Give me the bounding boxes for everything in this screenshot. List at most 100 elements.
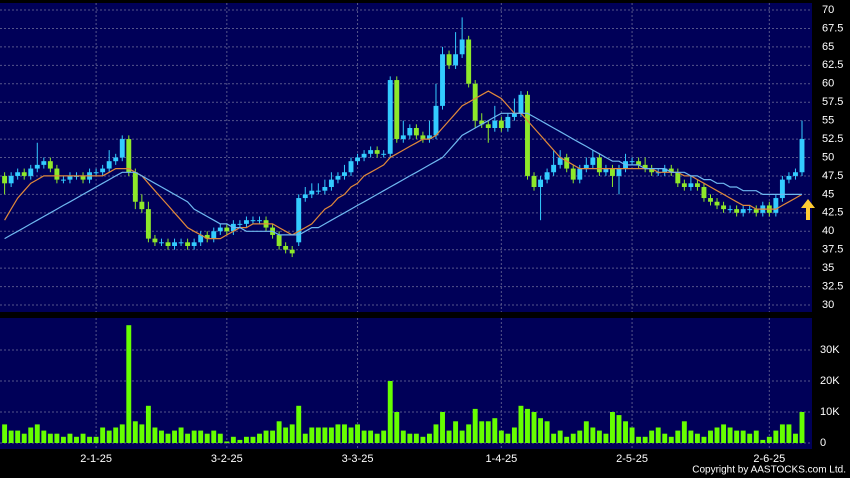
candle-body <box>511 113 517 117</box>
y-tick-label: 32.5 <box>822 280 843 292</box>
candle-body <box>649 168 655 173</box>
y-tick-label: 30K <box>820 344 840 356</box>
candle-body <box>257 220 262 222</box>
volume-bar <box>263 430 269 443</box>
candle-body <box>80 175 86 180</box>
candle-body <box>773 198 779 213</box>
volume-bar <box>610 412 615 443</box>
candle-body <box>165 242 171 246</box>
y-tick-label: 60 <box>822 78 834 90</box>
candle-body <box>779 179 785 199</box>
candle-body <box>119 139 125 158</box>
volume-bar <box>721 424 727 443</box>
ma-line <box>4 112 802 240</box>
volume-bar <box>309 427 315 443</box>
candle-body <box>145 209 151 239</box>
volume-bar <box>296 405 302 443</box>
volume-bar <box>139 424 145 443</box>
candle-body <box>479 120 485 125</box>
volume-bar <box>675 430 681 443</box>
candle-body <box>289 249 295 254</box>
volume-bar <box>54 433 60 443</box>
volume-bar <box>80 433 86 443</box>
volume-bar <box>649 430 655 443</box>
candle-body <box>250 220 256 222</box>
candle-body <box>276 234 282 246</box>
candle-body <box>400 135 406 140</box>
candle-body <box>440 54 445 106</box>
candle-body <box>2 175 8 184</box>
volume-bar <box>315 427 321 443</box>
volume-bar <box>100 427 106 443</box>
x-tick-label: 3-3-25 <box>342 453 374 465</box>
volume-bar <box>361 430 367 443</box>
y-tick-label: 65 <box>822 41 834 53</box>
volume-bar <box>270 430 276 443</box>
candle-body <box>453 54 459 66</box>
candle-body <box>211 231 217 239</box>
volume-bar <box>224 441 230 443</box>
candle-body <box>688 183 694 187</box>
volume-bar <box>342 424 347 443</box>
y-tick-label: 70 <box>822 4 834 16</box>
candle-body <box>740 209 746 213</box>
volume-bar <box>440 412 445 443</box>
volume-bar <box>766 436 772 443</box>
candle-body <box>394 80 400 140</box>
candle-body <box>681 183 687 187</box>
volume-bar <box>198 430 204 443</box>
candle-body <box>596 157 602 173</box>
volume-bar <box>708 430 713 443</box>
volume-bar <box>172 430 177 443</box>
volume-bar <box>446 430 452 443</box>
volume-bar <box>400 430 406 443</box>
volume-bar <box>28 427 34 443</box>
volume-bar <box>662 433 668 443</box>
candle-body <box>721 205 727 210</box>
candle-body <box>152 238 158 243</box>
candle-body <box>786 175 792 180</box>
candle-body <box>636 161 642 165</box>
y-tick-label: 45 <box>822 188 834 200</box>
candle-body <box>296 198 302 243</box>
volume-bar <box>747 433 753 443</box>
volume-bar <box>525 408 530 443</box>
volume-bar <box>472 408 478 443</box>
candle-body <box>642 164 648 169</box>
volume-bar <box>577 430 583 443</box>
candle-body <box>498 120 504 128</box>
candle-body <box>675 172 681 184</box>
volume-bar <box>328 427 334 443</box>
candle-body <box>714 201 720 206</box>
volume-bar <box>485 421 491 443</box>
candle-body <box>793 172 798 176</box>
x-tick-label: 2-1-25 <box>80 453 112 465</box>
y-tick-label: 0 <box>820 437 826 449</box>
candle-body <box>139 201 145 210</box>
candle-body <box>446 54 452 66</box>
volume-bar <box>407 433 413 443</box>
volume-bar <box>753 430 759 443</box>
volume-bar <box>93 436 99 443</box>
candle-body <box>708 198 713 202</box>
volume-bar <box>106 430 112 443</box>
y-tick-label: 42.5 <box>822 207 843 219</box>
volume-bar <box>583 421 589 443</box>
volume-bar <box>145 405 151 443</box>
x-tick-label: 3-2-25 <box>211 453 243 465</box>
volume-bar <box>623 421 628 443</box>
candle-body <box>531 175 537 187</box>
volume-bar <box>596 430 602 443</box>
volume-bar <box>87 436 93 443</box>
volume-bar <box>34 424 40 443</box>
volume-bar <box>557 430 563 443</box>
candle-body <box>198 234 204 243</box>
arrow-icon <box>801 199 815 220</box>
volume-bar <box>348 427 354 443</box>
y-tick-label: 20K <box>820 375 840 387</box>
candle-body <box>747 209 753 211</box>
volume-bar <box>15 430 21 443</box>
candle-body <box>355 157 360 162</box>
volume-bar <box>511 427 517 443</box>
candle-body <box>753 209 759 213</box>
